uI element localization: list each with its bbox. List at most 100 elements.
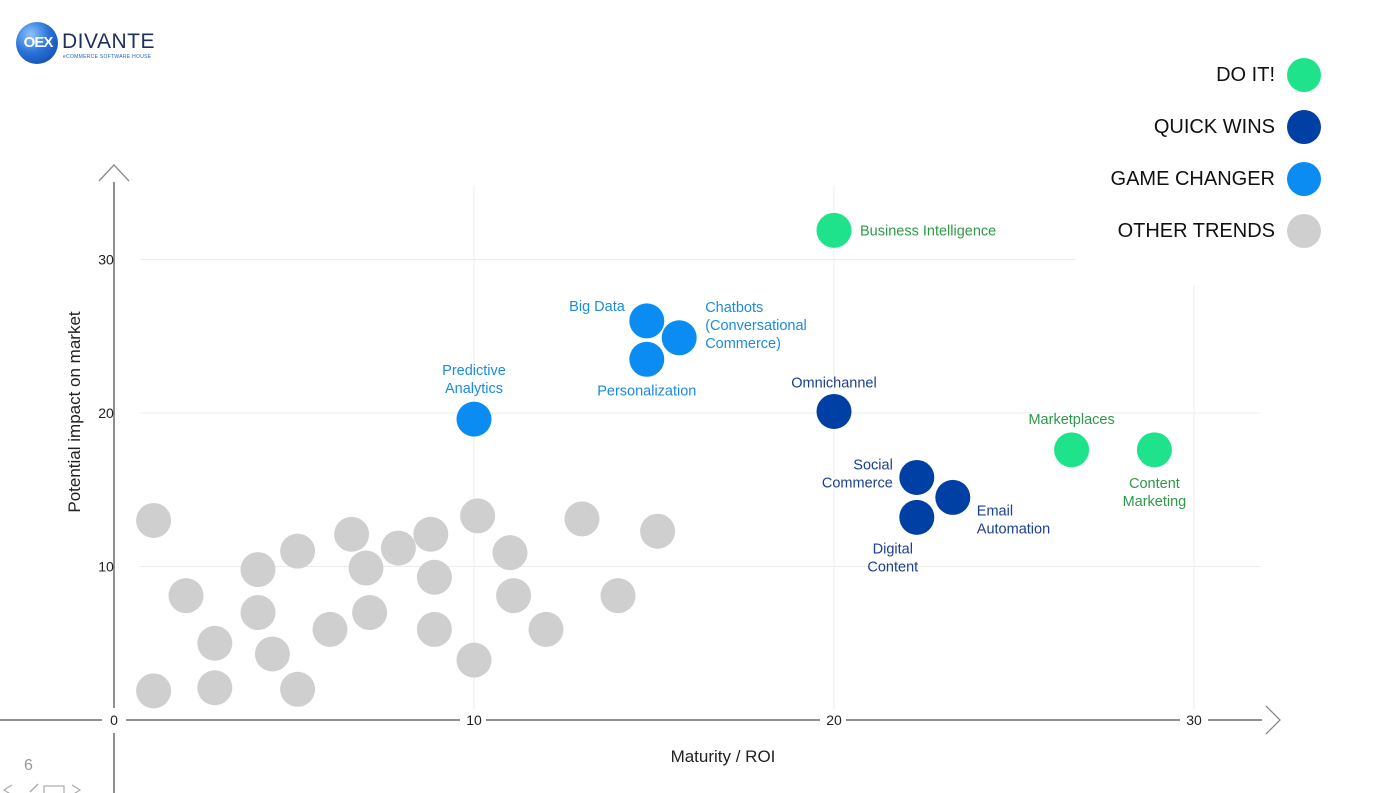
data-point-quick-wins <box>935 479 971 515</box>
legend-label: DO IT! <box>1216 63 1275 86</box>
data-point-other <box>456 642 492 678</box>
legend-item-other-trends: OTHER TRENDS <box>1118 214 1321 248</box>
data-label: Personalization <box>597 383 696 399</box>
data-label: Social Commerce <box>822 457 893 491</box>
slide-controls[interactable] <box>0 782 90 793</box>
x-tick-label: 30 <box>1186 712 1202 728</box>
data-point-other <box>564 501 600 537</box>
grid-lines <box>140 185 1260 710</box>
data-point-game-changer <box>456 401 492 437</box>
page-number: 6 <box>24 757 33 774</box>
data-point-other <box>352 595 388 631</box>
legend-label: OTHER TRENDS <box>1117 219 1275 242</box>
data-point-game-changer <box>661 320 697 356</box>
y-axis-arrow-icon <box>98 164 130 182</box>
data-label-line: Chatbots <box>705 300 763 316</box>
data-label-line: Email <box>977 503 1013 519</box>
data-point-other <box>416 611 452 647</box>
data-label-line: Omnichannel <box>791 375 876 391</box>
data-point-other <box>168 578 204 614</box>
data-point-other <box>380 530 416 566</box>
data-point-other <box>136 673 172 709</box>
data-label: Big Data <box>569 299 626 315</box>
x-tick-label: 10 <box>466 712 482 728</box>
legend-item-quick-wins: QUICK WINS <box>1154 110 1321 144</box>
data-label-line: Marketplaces <box>1028 412 1114 428</box>
data-label: Business Intelligence <box>860 223 996 239</box>
data-points: Business Intelligence Marketplaces Content… <box>136 212 1187 709</box>
data-label: Digital Content <box>867 541 918 575</box>
data-point-other <box>348 550 384 586</box>
data-point-other <box>334 516 370 552</box>
data-point-other <box>492 535 528 571</box>
data-point-other <box>416 559 452 595</box>
x-tick-label: 0 <box>110 712 118 728</box>
legend-swatch <box>1287 214 1321 248</box>
data-label-line: Content <box>867 559 918 575</box>
data-label-line: (Conversational <box>705 318 807 334</box>
legend-label: GAME CHANGER <box>1110 167 1275 190</box>
data-point-quick-wins <box>899 499 935 535</box>
data-label-line: Big Data <box>569 299 626 315</box>
data-label: Marketplaces <box>1028 412 1114 428</box>
data-point-other <box>197 625 233 661</box>
data-point-other <box>240 595 276 631</box>
axes: 0 10 20 30 10 20 30 <box>0 164 1281 793</box>
data-point-other <box>254 636 290 672</box>
legend-swatch <box>1287 58 1321 92</box>
y-tick-label: 10 <box>98 559 114 575</box>
data-label: Omnichannel <box>791 375 876 391</box>
logo-tagline: eCOMMERCE SOFTWARE HOUSE <box>63 54 152 60</box>
logo-name: DIVANTE <box>62 30 155 53</box>
data-label: Content Marketing <box>1123 476 1187 510</box>
data-point-game-changer <box>629 303 665 339</box>
y-tick-label: 20 <box>98 405 114 421</box>
data-label: Chatbots (Conversational Commerce) <box>705 300 807 352</box>
pen-icon[interactable] <box>29 783 39 793</box>
data-point-other <box>496 578 532 614</box>
data-point-other <box>197 670 233 706</box>
data-point-other <box>528 611 564 647</box>
legend-swatch <box>1287 162 1321 196</box>
data-label: Predictive Analytics <box>442 363 506 397</box>
y-tick-label: 30 <box>98 252 114 268</box>
x-axis-arrow-icon <box>1265 705 1281 735</box>
data-point-do-it <box>816 212 852 248</box>
y-axis-label: Potential impact on market <box>65 311 84 513</box>
data-label-line: Business Intelligence <box>860 223 996 239</box>
x-axis-label: Maturity / ROI <box>671 747 776 766</box>
data-label-line: Social <box>853 457 893 473</box>
data-label-line: Content <box>1129 476 1180 492</box>
x-tick-label: 20 <box>826 712 842 728</box>
legend-item-game-changer: GAME CHANGER <box>1111 162 1321 196</box>
data-point-do-it <box>1136 432 1172 468</box>
data-point-other <box>460 498 496 534</box>
legend-swatch <box>1287 110 1321 144</box>
data-point-other <box>312 611 348 647</box>
logo-globe-icon <box>16 22 58 64</box>
data-label-line: Commerce) <box>705 336 781 352</box>
data-label-line: Predictive <box>442 363 506 379</box>
data-label-line: Marketing <box>1123 494 1187 510</box>
next-slide-icon[interactable] <box>71 784 82 793</box>
logo-mark: OEX <box>23 34 54 51</box>
divante-logo: OEX DIVANTE eCOMMERCE SOFTWARE HOUSE <box>16 20 166 64</box>
data-point-other <box>240 552 276 588</box>
data-point-other <box>413 516 449 552</box>
data-label-line: Automation <box>977 521 1050 537</box>
data-point-quick-wins <box>899 459 935 495</box>
legend-item-do-it: DO IT! <box>1216 58 1321 92</box>
data-label-line: Digital <box>873 541 913 557</box>
data-point-other <box>280 533 316 569</box>
data-point-other <box>280 671 316 707</box>
data-label-line: Personalization <box>597 383 696 399</box>
data-point-other <box>600 578 636 614</box>
data-label-line: Analytics <box>445 381 503 397</box>
data-point-other <box>136 502 172 538</box>
previous-slide-icon[interactable] <box>2 784 13 793</box>
slide-menu-icon[interactable] <box>43 785 65 793</box>
data-label: Email Automation <box>977 503 1050 537</box>
data-point-quick-wins <box>816 393 852 429</box>
data-point-do-it <box>1054 432 1090 468</box>
